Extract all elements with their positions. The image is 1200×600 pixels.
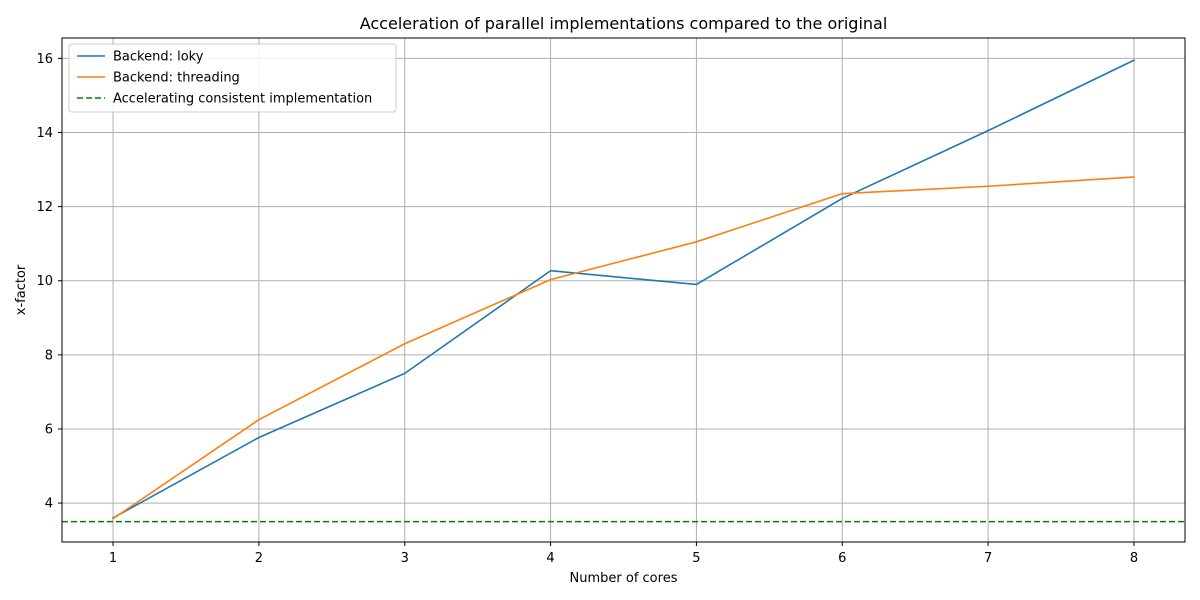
x-tick-label: 5 <box>692 551 700 566</box>
x-tick-label: 7 <box>984 551 992 566</box>
legend-label-2: Accelerating consistent implementation <box>113 92 372 107</box>
chart-title: Acceleration of parallel implementations… <box>360 14 888 33</box>
y-tick-label: 6 <box>45 422 53 437</box>
x-tick-label: 6 <box>838 551 846 566</box>
x-axis-ticks: 1 2 3 4 5 6 7 8 <box>109 542 1138 566</box>
y-tick-label: 4 <box>45 497 53 512</box>
y-axis-ticks: 4 6 8 10 12 14 16 <box>36 52 62 512</box>
x-axis-label: Number of cores <box>570 571 678 586</box>
y-axis-label: x-factor <box>14 264 29 315</box>
legend-label-0: Backend: loky <box>113 50 204 65</box>
y-tick-label: 12 <box>36 200 53 215</box>
y-tick-label: 8 <box>45 348 53 363</box>
series-line-1 <box>111 176 1135 520</box>
x-tick-label: 3 <box>401 551 409 566</box>
x-tick-label: 8 <box>1130 551 1138 566</box>
x-tick-label: 1 <box>109 551 117 566</box>
plot-frame <box>61 37 1186 543</box>
y-tick-label: 16 <box>36 52 53 67</box>
series-lines <box>62 59 1185 523</box>
y-tick-label: 10 <box>36 274 53 289</box>
legend-label-1: Backend: threading <box>113 71 240 86</box>
series-line-0 <box>111 59 1136 519</box>
x-tick-label: 4 <box>546 551 554 566</box>
grid <box>62 38 1185 542</box>
legend-box <box>68 43 397 113</box>
x-tick-label: 2 <box>255 551 263 566</box>
y-tick-label: 14 <box>36 126 53 141</box>
legend: Backend: loky Backend: threading Accelerat… <box>68 43 397 113</box>
